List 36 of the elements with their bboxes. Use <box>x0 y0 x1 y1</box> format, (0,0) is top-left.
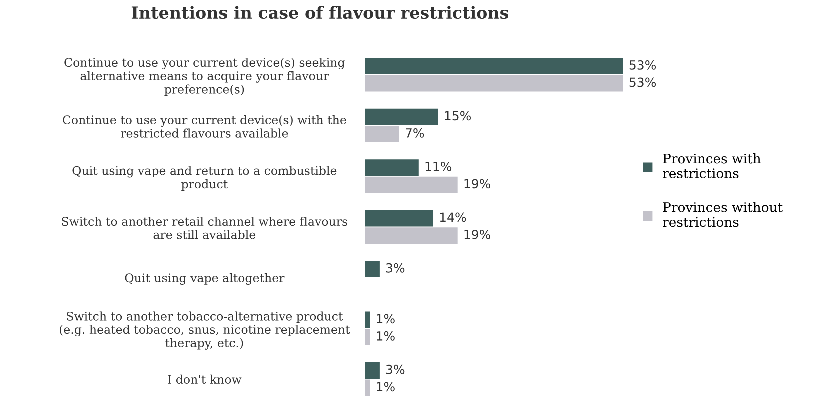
chart-title: Intentions in case of flavour restrictions <box>132 6 509 20</box>
data-label: 3% <box>386 263 405 273</box>
data-label: 19% <box>464 179 490 189</box>
data-label: 19% <box>464 230 490 240</box>
data-label: 11% <box>426 162 452 172</box>
bar <box>365 126 400 142</box>
y-tick-label: Switch to another tobacco-alternative product (e.g. heated tobacco, snus, nicotine replacement therapy, etc.) <box>60 312 350 350</box>
data-label: 14% <box>440 212 466 222</box>
data-label: 3% <box>386 364 405 374</box>
legend-label: Provinces with restrictions <box>663 154 761 179</box>
bar <box>365 380 370 396</box>
bar <box>365 176 458 194</box>
y-tick-label: I don't know <box>168 374 242 384</box>
bar <box>365 58 624 74</box>
bar <box>365 160 419 176</box>
data-label: 53% <box>630 78 656 88</box>
legend-label: Provinces without restrictions <box>663 202 783 228</box>
bar <box>365 329 370 346</box>
bar <box>365 108 438 126</box>
bar <box>365 210 434 227</box>
data-label: 1% <box>377 331 395 341</box>
y-tick-label: Quit using vape and return to a combustible product <box>72 166 337 191</box>
y-tick-label: Continue to use your current device(s) with the restricted flavours available <box>63 115 346 138</box>
y-tick-label: Quit using vape altogether <box>125 273 285 285</box>
bar <box>365 312 370 328</box>
y-tick-label: Continue to use your current device(s) seeking alternative means to acquire your flavour preference(s) <box>64 58 345 96</box>
bar <box>365 362 380 379</box>
data-label: 7% <box>406 128 424 138</box>
bar <box>365 261 380 278</box>
data-label: 1% <box>377 314 395 324</box>
bar <box>365 228 458 244</box>
data-label: 15% <box>445 111 472 121</box>
bar <box>365 75 624 92</box>
data-label: 53% <box>630 60 656 70</box>
data-label: 1% <box>377 382 395 392</box>
y-tick-label: Switch to another retail channel where flavours are still available <box>62 216 348 240</box>
